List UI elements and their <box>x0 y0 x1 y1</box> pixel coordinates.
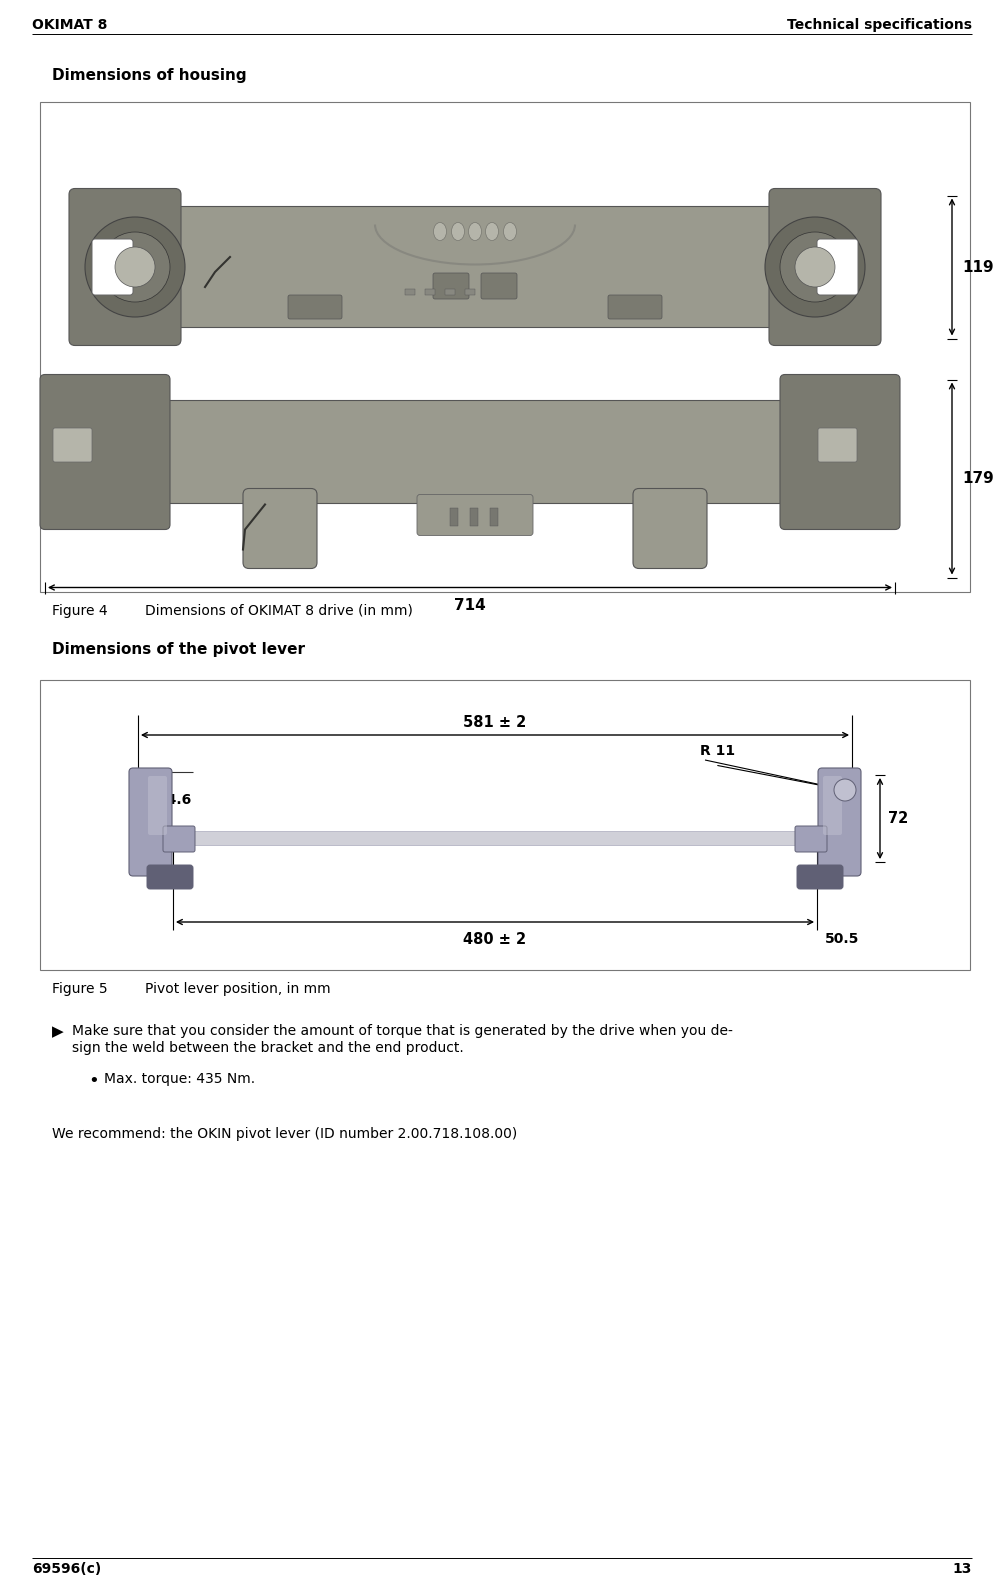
FancyBboxPatch shape <box>822 776 842 834</box>
Text: 69596(c): 69596(c) <box>32 1562 101 1576</box>
Text: Max. torque: 435 Nm.: Max. torque: 435 Nm. <box>104 1072 255 1086</box>
FancyBboxPatch shape <box>817 768 861 875</box>
Text: R 11: R 11 <box>699 744 734 758</box>
Bar <box>40 102 969 592</box>
Ellipse shape <box>485 222 498 241</box>
FancyBboxPatch shape <box>162 826 195 852</box>
Text: 714: 714 <box>453 598 485 612</box>
FancyBboxPatch shape <box>147 776 166 834</box>
Ellipse shape <box>468 222 481 241</box>
Text: Dimensions of OKIMAT 8 drive (in mm): Dimensions of OKIMAT 8 drive (in mm) <box>144 604 412 619</box>
FancyBboxPatch shape <box>92 239 132 295</box>
FancyBboxPatch shape <box>69 189 181 346</box>
Bar <box>404 289 414 295</box>
Bar <box>489 508 497 525</box>
Text: 13: 13 <box>952 1562 971 1576</box>
FancyBboxPatch shape <box>796 864 843 890</box>
Ellipse shape <box>779 232 850 301</box>
Text: ▶: ▶ <box>52 1025 63 1039</box>
Text: 72: 72 <box>887 810 908 826</box>
FancyBboxPatch shape <box>243 488 317 568</box>
Text: 74.6: 74.6 <box>156 793 191 807</box>
FancyBboxPatch shape <box>416 495 533 536</box>
Text: 480 ± 2: 480 ± 2 <box>463 933 526 947</box>
Text: Dimensions of housing: Dimensions of housing <box>52 68 247 82</box>
FancyBboxPatch shape <box>53 428 92 462</box>
Ellipse shape <box>833 779 856 801</box>
FancyBboxPatch shape <box>288 295 342 319</box>
Ellipse shape <box>433 222 446 241</box>
Text: Figure 4: Figure 4 <box>52 604 107 619</box>
Bar <box>444 289 454 295</box>
Text: Technical specifications: Technical specifications <box>786 17 971 32</box>
FancyBboxPatch shape <box>779 374 899 530</box>
FancyBboxPatch shape <box>146 864 193 890</box>
Ellipse shape <box>451 222 464 241</box>
Ellipse shape <box>794 247 834 287</box>
FancyBboxPatch shape <box>768 189 880 346</box>
FancyBboxPatch shape <box>128 768 172 875</box>
FancyBboxPatch shape <box>817 428 857 462</box>
Text: sign the weld between the bracket and the end product.: sign the weld between the bracket and th… <box>72 1040 463 1055</box>
Text: Pivot lever position, in mm: Pivot lever position, in mm <box>144 982 330 996</box>
FancyBboxPatch shape <box>632 488 706 568</box>
Text: Figure 5: Figure 5 <box>52 982 107 996</box>
Text: 581 ± 2: 581 ± 2 <box>463 715 527 730</box>
Bar <box>190 831 796 845</box>
FancyBboxPatch shape <box>40 374 170 530</box>
FancyBboxPatch shape <box>816 239 858 295</box>
Ellipse shape <box>503 222 516 241</box>
Bar <box>40 680 969 971</box>
Bar <box>464 289 474 295</box>
Ellipse shape <box>85 217 185 317</box>
Ellipse shape <box>115 247 154 287</box>
Text: 179: 179 <box>961 471 993 485</box>
Ellipse shape <box>764 217 865 317</box>
Text: •: • <box>88 1072 98 1090</box>
Bar <box>424 289 434 295</box>
Text: We recommend: the OKIN pivot lever (ID number 2.00.718.108.00): We recommend: the OKIN pivot lever (ID n… <box>52 1128 517 1140</box>
FancyBboxPatch shape <box>432 273 468 300</box>
Ellipse shape <box>100 232 170 301</box>
Text: 50.5: 50.5 <box>824 933 859 945</box>
FancyBboxPatch shape <box>151 206 797 327</box>
FancyBboxPatch shape <box>150 401 798 503</box>
Text: 119: 119 <box>961 260 993 274</box>
FancyBboxPatch shape <box>608 295 661 319</box>
Text: Make sure that you consider the amount of torque that is generated by the drive : Make sure that you consider the amount o… <box>72 1025 732 1037</box>
Text: Dimensions of the pivot lever: Dimensions of the pivot lever <box>52 642 305 657</box>
Text: OKIMAT 8: OKIMAT 8 <box>32 17 107 32</box>
FancyBboxPatch shape <box>480 273 517 300</box>
FancyBboxPatch shape <box>794 826 826 852</box>
Bar <box>449 508 457 525</box>
Bar <box>469 508 477 525</box>
